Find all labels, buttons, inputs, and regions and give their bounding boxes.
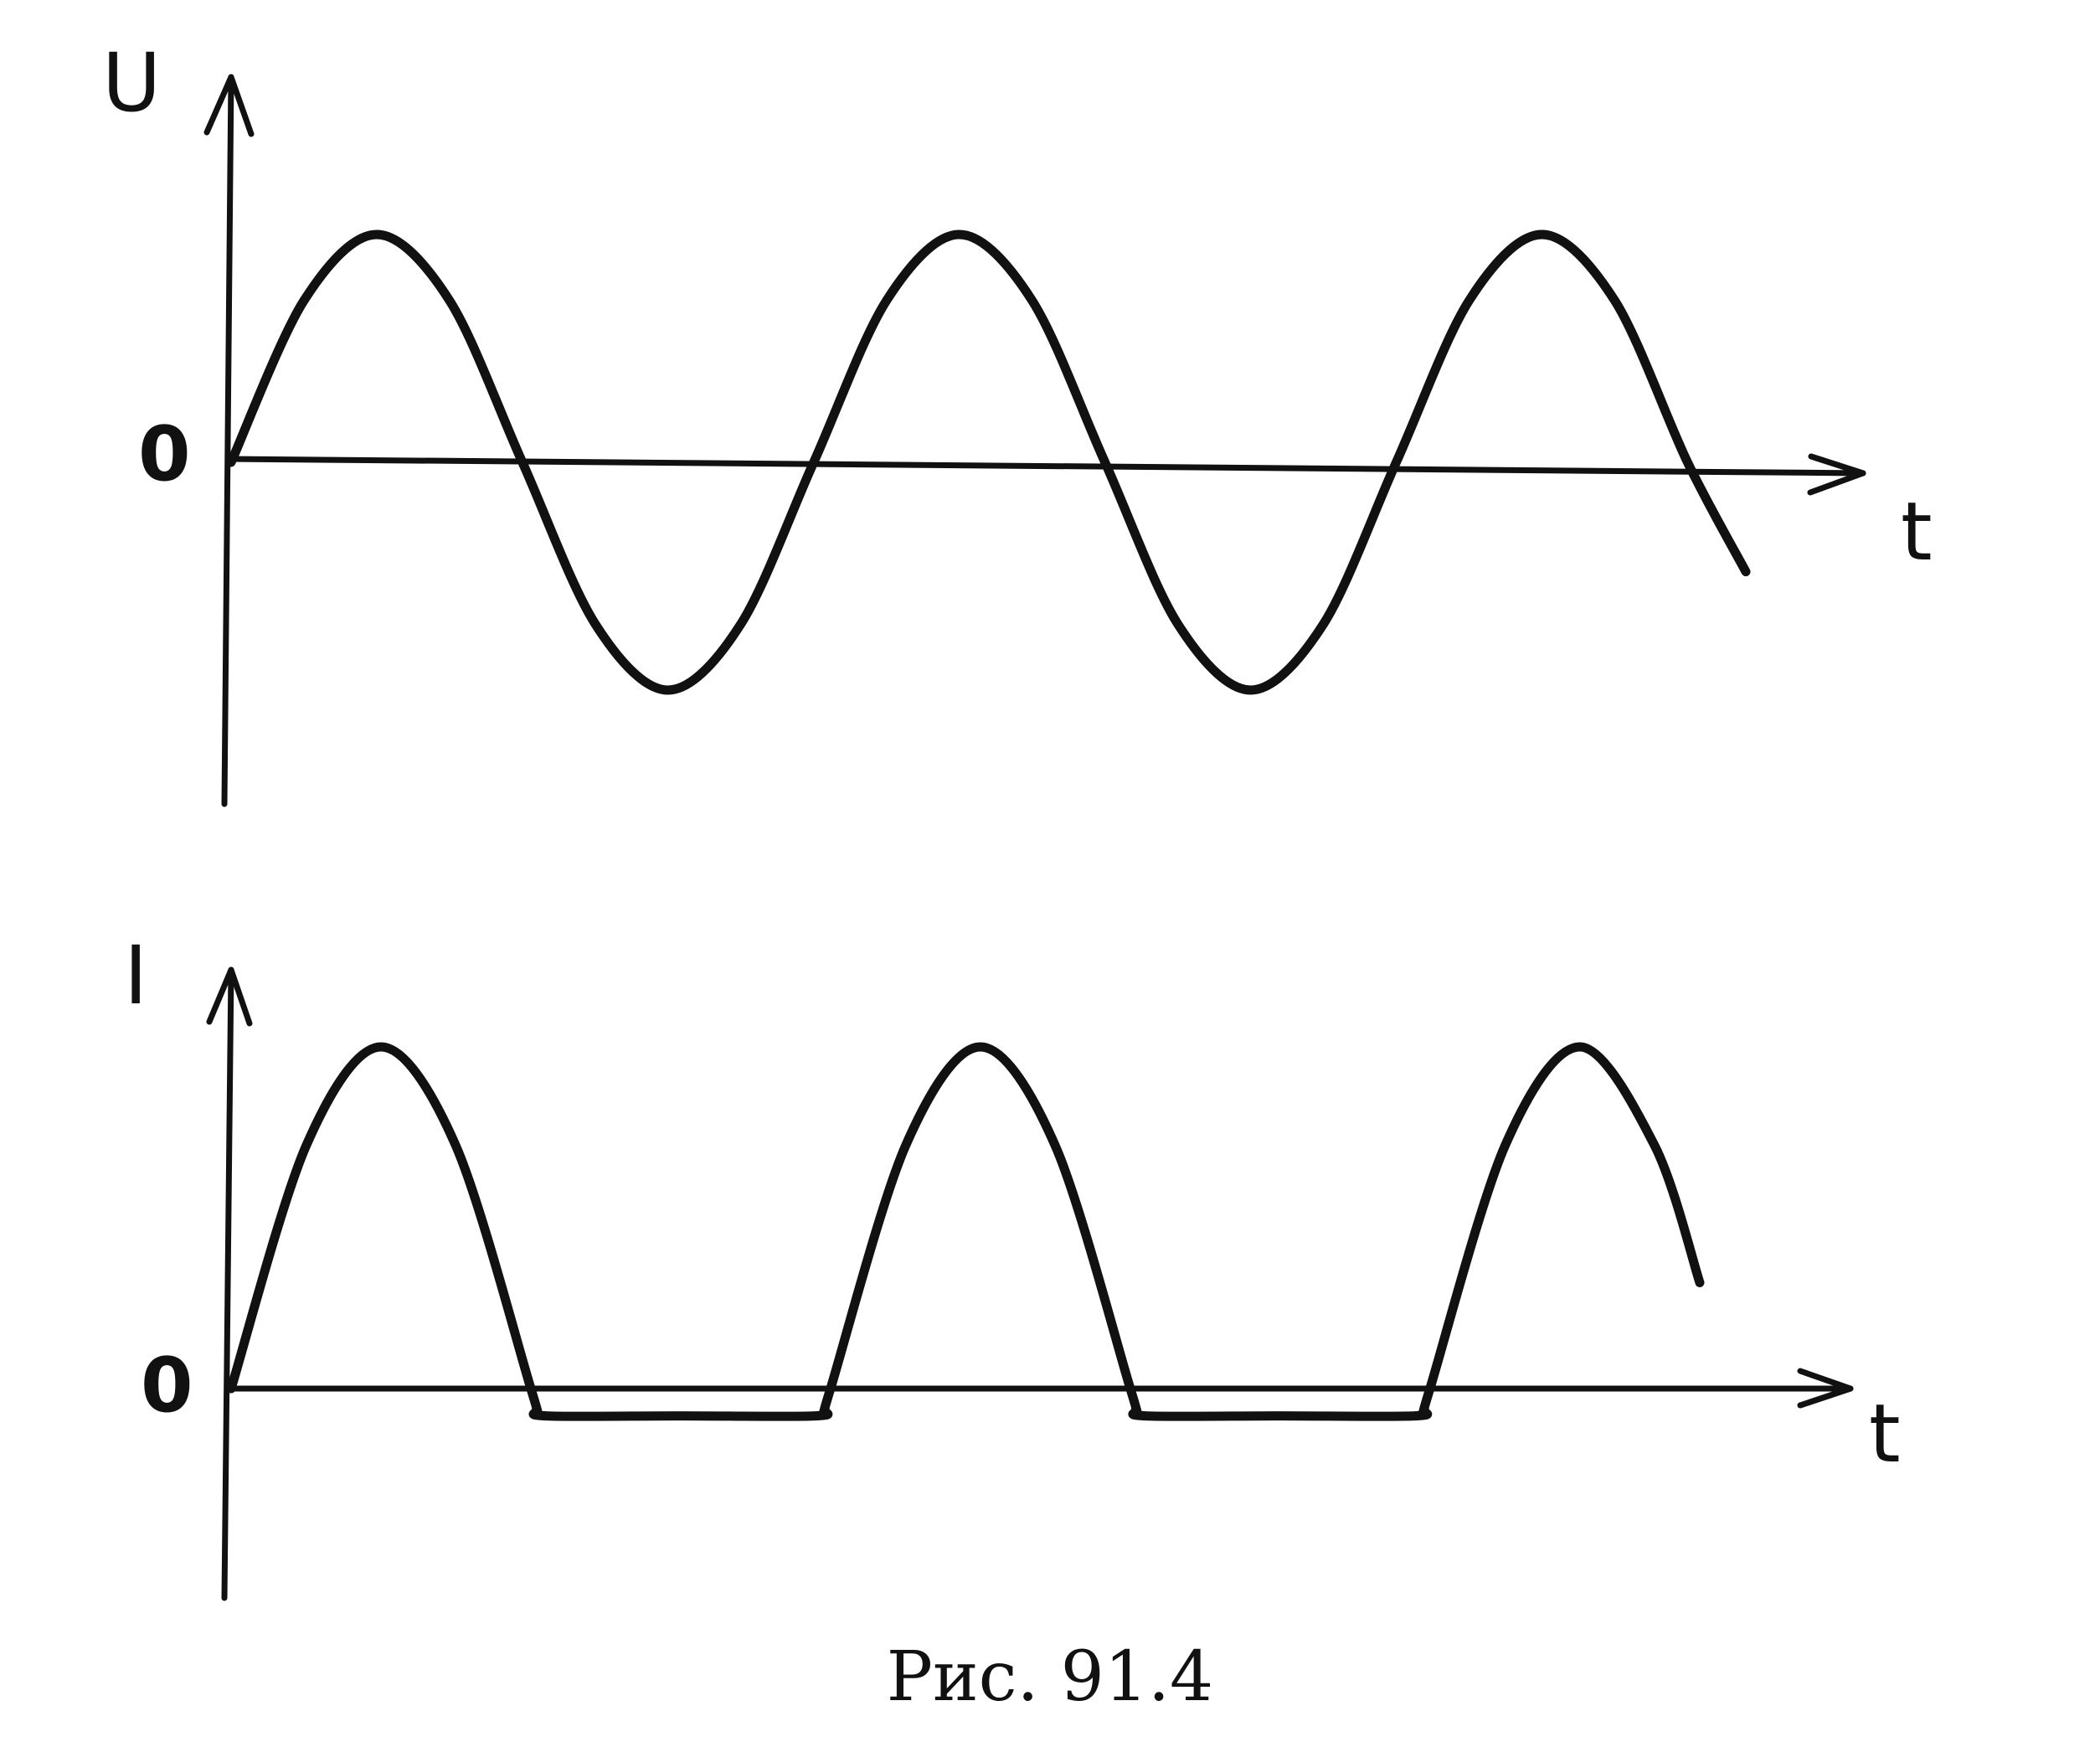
u-series-line <box>226 229 1751 695</box>
u-x-axis-arrowhead <box>1807 453 1866 496</box>
i-series-line <box>226 1042 1705 1421</box>
figure-caption: Рис. 91.4 <box>886 1637 1214 1717</box>
u-y-axis-label: U <box>102 36 161 130</box>
i-x-axis-label: t <box>1869 1387 1901 1481</box>
i-zero-label: 0 <box>141 1342 193 1430</box>
u-zero-label: 0 <box>138 410 191 498</box>
current-chart: I t 0 <box>124 929 1901 1601</box>
i-y-axis-label: I <box>124 929 147 1023</box>
u-x-axis <box>224 456 1866 477</box>
u-x-axis-label: t <box>1901 485 1933 579</box>
i-y-axis <box>221 966 234 1601</box>
u-y-axis <box>221 74 234 807</box>
voltage-chart: U t 0 <box>102 36 1933 807</box>
i-x-axis-arrowhead <box>1797 1368 1854 1409</box>
i-y-axis-arrowhead <box>206 966 253 1027</box>
u-y-axis-arrowhead <box>203 74 255 137</box>
